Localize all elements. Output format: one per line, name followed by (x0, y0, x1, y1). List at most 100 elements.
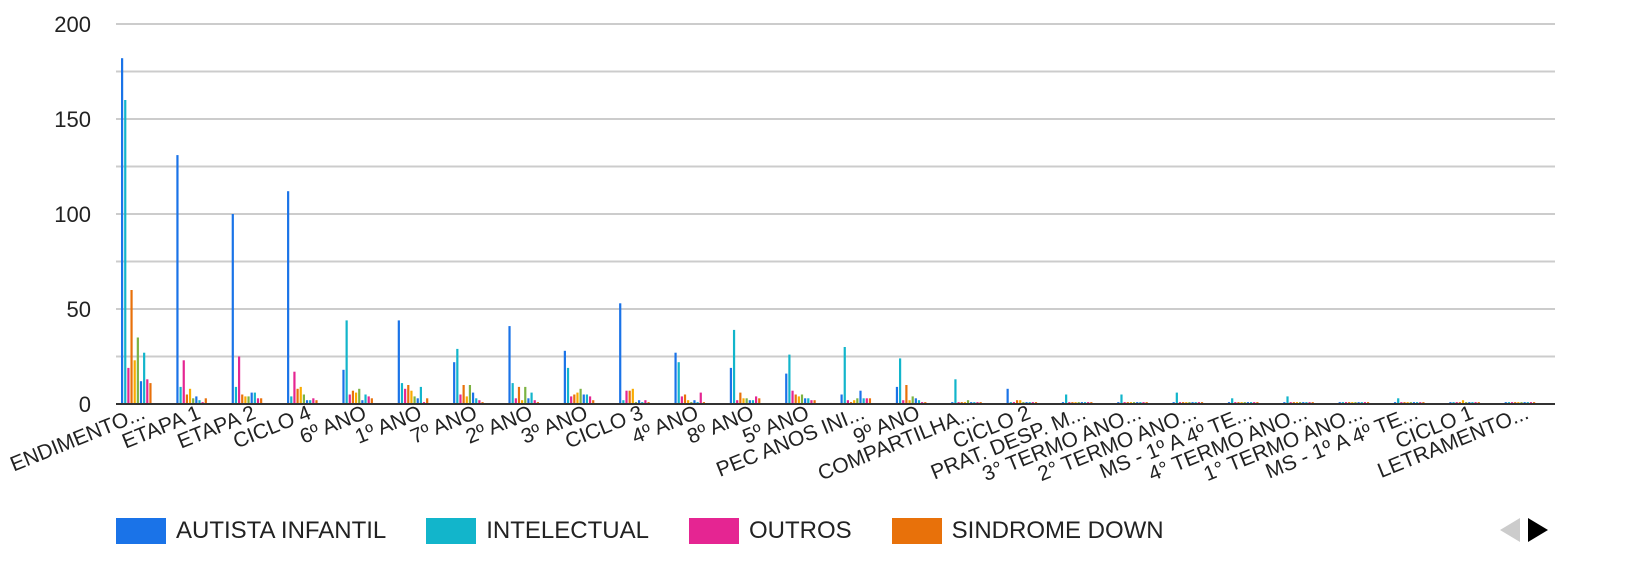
bar (745, 398, 748, 404)
bar (309, 400, 312, 404)
bar (426, 398, 429, 404)
bar (683, 394, 687, 404)
bar (299, 386, 302, 404)
bar (570, 396, 573, 404)
bar (508, 326, 511, 404)
bar (748, 400, 751, 404)
bar (478, 400, 481, 404)
bar (179, 386, 182, 404)
legend-label: INTELECTUAL (486, 517, 649, 544)
bar (413, 396, 416, 404)
legend-pager (1496, 516, 1552, 544)
bar (1175, 392, 1178, 404)
bar (674, 352, 677, 404)
bar (742, 398, 745, 404)
triangle-left-icon (1500, 518, 1520, 542)
bar (416, 398, 419, 404)
legend-item-autista-infantil[interactable]: AUTISTA INFANTIL (116, 517, 386, 545)
bar (966, 400, 970, 404)
bar (410, 390, 413, 404)
bar (638, 400, 641, 404)
bar (367, 396, 370, 404)
bar (804, 398, 807, 404)
bar (585, 394, 589, 404)
bar (354, 392, 358, 404)
bar (260, 398, 263, 404)
bar (791, 390, 794, 404)
bar (250, 392, 253, 404)
bar (622, 400, 625, 404)
bar (898, 358, 902, 404)
bar (859, 390, 862, 404)
y-axis: 0 50 100 150 200 (54, 12, 91, 417)
bar (459, 394, 462, 404)
bar (198, 400, 201, 404)
bar (797, 396, 800, 404)
legend-label: SINDROME DOWN (951, 517, 1164, 544)
legend-prev-button[interactable] (1496, 516, 1524, 544)
bar (130, 290, 133, 404)
bar (290, 396, 293, 404)
bar (533, 400, 536, 404)
bar (146, 379, 149, 404)
bar (687, 400, 690, 404)
bar (563, 350, 566, 404)
bar (579, 388, 582, 404)
bar (699, 392, 702, 404)
bar (868, 398, 872, 404)
legend-next-button[interactable] (1524, 516, 1552, 544)
bar (865, 398, 868, 404)
bar (527, 398, 530, 404)
bar (1006, 388, 1009, 404)
bar (732, 329, 736, 404)
bar (853, 400, 856, 404)
bar (351, 390, 355, 404)
bar (244, 396, 247, 404)
bar (471, 392, 475, 404)
legend-label: AUTISTA INFANTIL (176, 517, 387, 544)
bar (619, 303, 622, 404)
bar (729, 367, 733, 404)
grid-lines (116, 23, 1555, 358)
bar (908, 400, 911, 404)
bar (625, 390, 628, 404)
bar (121, 58, 124, 404)
bar (149, 383, 152, 404)
bar (530, 392, 533, 404)
bar (954, 379, 957, 404)
bars (121, 58, 1536, 404)
bar (124, 100, 127, 404)
bar (1019, 400, 1022, 404)
bar (902, 400, 905, 404)
bar (287, 191, 290, 404)
bar (862, 398, 865, 404)
bar (524, 386, 527, 404)
bar (204, 398, 207, 404)
bar (905, 385, 908, 404)
bar (785, 373, 788, 404)
bar (302, 394, 305, 404)
bar (736, 400, 739, 404)
bar (231, 214, 234, 404)
bar (739, 392, 742, 404)
bar (456, 348, 459, 404)
bar (397, 320, 400, 404)
bar (1286, 396, 1289, 404)
bar (517, 386, 521, 404)
y-tick-label: 100 (54, 202, 91, 227)
bar (305, 400, 309, 404)
bar (400, 383, 404, 404)
legend-item-intelectual[interactable]: INTELECTUAL (426, 517, 649, 545)
bar (573, 394, 576, 404)
legend-item-outros[interactable]: OUTROS (688, 517, 852, 545)
bar (680, 396, 683, 404)
bar (693, 400, 696, 404)
y-tick-label: 150 (54, 107, 91, 132)
legend-item-sindrome-down[interactable]: SINDROME DOWN (891, 517, 1164, 545)
bar (800, 394, 804, 404)
bar (755, 396, 758, 404)
bar (895, 386, 899, 404)
bar (253, 392, 256, 404)
bar (475, 398, 478, 404)
